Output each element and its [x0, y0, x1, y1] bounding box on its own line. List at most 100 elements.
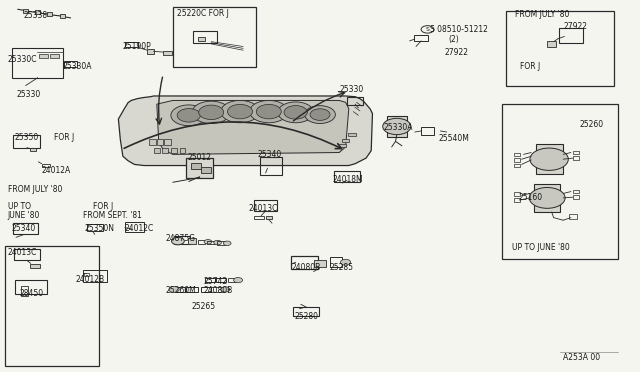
Text: 25350: 25350	[14, 133, 38, 142]
Circle shape	[177, 109, 200, 122]
Bar	[216, 278, 225, 282]
Text: 25330A: 25330A	[384, 123, 413, 132]
Text: 25160: 25160	[518, 193, 543, 202]
Bar	[506, 11, 614, 86]
Circle shape	[199, 105, 224, 120]
Bar	[514, 164, 520, 167]
Bar	[14, 249, 40, 260]
Text: FROM JULY '80: FROM JULY '80	[515, 10, 570, 19]
Bar	[191, 163, 201, 169]
Bar	[293, 307, 319, 316]
Text: 27922: 27922	[445, 48, 468, 57]
Text: 24080B: 24080B	[204, 286, 233, 295]
Text: S: S	[426, 27, 429, 32]
Text: 24012B: 24012B	[76, 275, 105, 283]
Circle shape	[310, 109, 330, 121]
Circle shape	[172, 237, 184, 245]
Circle shape	[169, 286, 179, 292]
Text: FROM SEPT. '81: FROM SEPT. '81	[83, 211, 142, 220]
Text: 25260M: 25260M	[165, 286, 196, 295]
Circle shape	[221, 287, 230, 292]
Text: 25330A: 25330A	[63, 62, 92, 71]
Bar	[154, 148, 160, 153]
Circle shape	[278, 102, 314, 123]
Bar	[502, 104, 618, 259]
Circle shape	[171, 105, 207, 126]
Bar	[174, 236, 191, 244]
Circle shape	[284, 106, 307, 119]
Bar	[15, 280, 47, 294]
Bar	[348, 97, 364, 105]
Bar	[414, 35, 428, 41]
Bar	[30, 148, 36, 151]
Bar	[559, 28, 583, 43]
Text: 25260: 25260	[579, 120, 604, 129]
Text: 25285: 25285	[330, 263, 354, 272]
Bar	[201, 287, 211, 292]
Bar	[188, 238, 196, 244]
Text: 25265: 25265	[192, 302, 216, 311]
Bar	[387, 116, 407, 137]
Circle shape	[340, 259, 351, 265]
Bar	[5, 246, 99, 366]
Circle shape	[530, 148, 568, 170]
Bar	[149, 139, 156, 145]
Bar	[163, 148, 168, 153]
Bar	[42, 164, 50, 167]
Text: 24080B: 24080B	[291, 263, 321, 272]
Bar	[147, 49, 154, 54]
Bar	[125, 222, 144, 231]
Text: 25338: 25338	[24, 11, 48, 20]
Bar	[47, 12, 52, 16]
Bar	[31, 264, 40, 268]
Text: 25330: 25330	[17, 90, 41, 99]
Bar	[157, 139, 163, 145]
Bar	[12, 48, 63, 78]
Circle shape	[204, 240, 212, 244]
Bar	[60, 14, 65, 18]
Bar	[13, 223, 38, 234]
Circle shape	[214, 240, 221, 245]
Bar	[186, 287, 198, 292]
Bar	[207, 241, 215, 244]
Text: 24018M: 24018M	[333, 175, 364, 184]
Text: UP TO: UP TO	[8, 202, 31, 211]
Bar	[179, 148, 186, 153]
Text: 24012A: 24012A	[42, 166, 71, 174]
Bar	[35, 10, 40, 14]
Text: 24013C: 24013C	[8, 248, 37, 257]
Bar	[573, 156, 579, 160]
Text: 25190P: 25190P	[123, 42, 152, 51]
Text: 25012: 25012	[188, 153, 211, 162]
Text: 25340: 25340	[12, 224, 36, 233]
Bar	[514, 192, 520, 196]
Bar	[198, 240, 205, 244]
Bar	[514, 158, 520, 162]
Bar	[83, 270, 107, 282]
Bar	[339, 144, 346, 147]
Bar	[514, 153, 520, 156]
Circle shape	[256, 105, 282, 119]
Text: 25742: 25742	[204, 278, 228, 286]
Text: UP TO JUNE '80: UP TO JUNE '80	[512, 243, 570, 252]
Bar	[547, 41, 557, 47]
Bar	[330, 257, 342, 267]
Bar	[173, 7, 256, 67]
Bar	[534, 184, 560, 212]
Bar	[255, 216, 264, 219]
Bar	[64, 61, 77, 67]
Bar	[205, 278, 215, 282]
Text: 24875G: 24875G	[165, 234, 195, 243]
Circle shape	[223, 241, 231, 246]
Text: FOR J: FOR J	[54, 133, 75, 142]
Text: A253A 00: A253A 00	[563, 353, 600, 362]
Bar	[164, 139, 171, 145]
Bar	[536, 144, 563, 174]
Bar	[198, 37, 205, 41]
Bar	[13, 135, 40, 148]
Text: JUNE '80: JUNE '80	[8, 211, 40, 220]
Circle shape	[250, 100, 288, 123]
Bar	[125, 42, 138, 47]
Text: (2): (2)	[448, 35, 459, 44]
Bar	[260, 157, 282, 175]
